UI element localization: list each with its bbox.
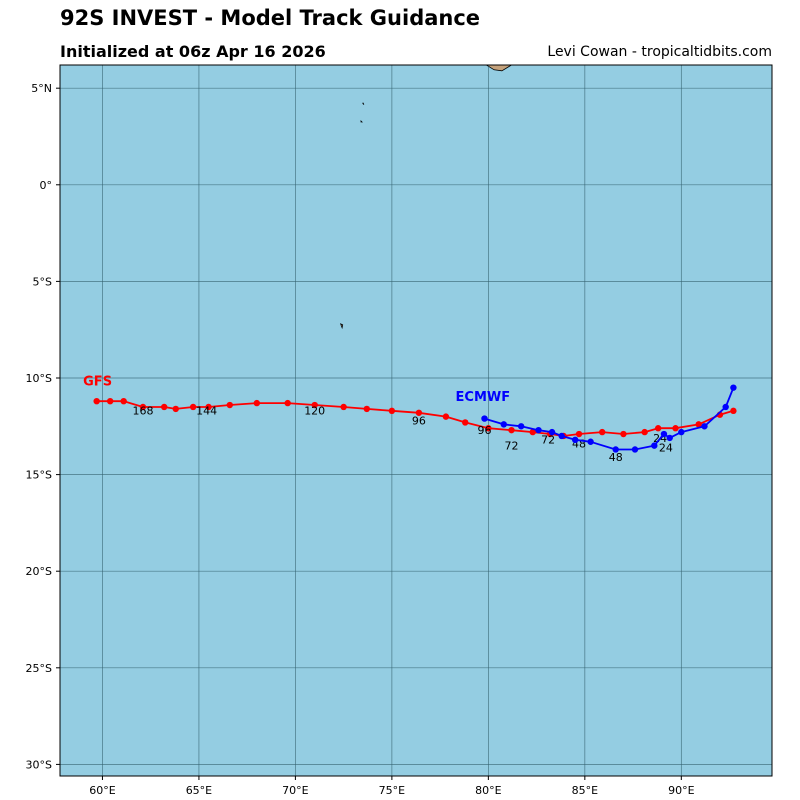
ecmwf-track-point <box>500 421 507 428</box>
ecmwf-track-point <box>571 436 579 444</box>
gfs-track-point <box>672 425 679 432</box>
gfs-track-point <box>575 430 583 438</box>
gfs-track-point <box>388 407 396 415</box>
gfs-track-point <box>340 403 347 411</box>
gfs-hour-label: 96 <box>412 414 426 427</box>
tick-label-lat: 10°S <box>26 372 52 385</box>
ecmwf-hour-label: 96 <box>477 424 491 437</box>
gfs-track-point <box>120 397 127 405</box>
graticule <box>60 65 772 776</box>
ecmwf-track-point <box>535 426 542 434</box>
ocean-background <box>60 65 772 776</box>
gfs-track-point <box>311 401 318 409</box>
gfs-track-point <box>226 401 233 409</box>
axis-ticks: 60°E 65°E 70°E 75°E 80°E 85°E 90°E 5°N 0° 5°S 10°S… <box>26 82 695 797</box>
map-frame <box>59 64 773 777</box>
tick-label-lon: 90°E <box>668 784 694 797</box>
gfs-track-point <box>462 419 469 426</box>
gfs-hour-label: 72 <box>541 434 555 447</box>
gfs-track-point <box>695 421 702 428</box>
ecmwf-track-point <box>651 442 658 449</box>
land-layer <box>340 65 513 330</box>
tick-label-lon: 75°E <box>379 784 405 797</box>
tick-label-lat: 15°S <box>26 469 52 482</box>
gfs-track-point <box>599 428 606 436</box>
land-diego-garcia <box>340 323 344 330</box>
ecmwf-track-point <box>481 415 488 422</box>
land-maldives-islet-2 <box>360 120 363 123</box>
gfs-track-point <box>442 413 450 420</box>
chart-subtitle: Initialized at 06z Apr 16 2026 <box>60 42 326 61</box>
tick-label-lon: 85°E <box>572 784 598 797</box>
chart-title: 92S INVEST - Model Track Guidance <box>60 6 481 30</box>
ecmwf-track-point <box>701 423 708 430</box>
gfs-model-label: GFS <box>83 375 112 390</box>
gfs-track-point <box>485 425 492 432</box>
gfs-track-point <box>620 430 627 438</box>
ecmwf-track-point <box>558 432 565 440</box>
gfs-hour-label: 168 <box>132 405 153 418</box>
tick-label-lon: 60°E <box>89 784 115 797</box>
ecmwf-track-point <box>730 384 737 391</box>
ecmwf-track-point <box>631 446 639 453</box>
gfs-track-point <box>106 397 114 405</box>
land-maldives-islet-1 <box>362 102 365 105</box>
ecmwf-model-label: ECMWF <box>456 390 511 405</box>
gfs-track-point <box>253 399 261 407</box>
gfs-track-point <box>415 409 423 416</box>
gfs-track-point <box>654 425 662 432</box>
gfs-track-point <box>529 428 536 436</box>
land-sri-lanka-tip <box>485 65 513 72</box>
ecmwf-track-point <box>678 428 685 436</box>
gfs-track-point <box>641 428 648 436</box>
gfs-track-point <box>363 405 370 413</box>
gfs-track-point <box>139 403 147 411</box>
ecmwf-hour-label: 24 <box>659 441 673 454</box>
gfs-track-point <box>172 405 179 413</box>
gfs-track-point <box>93 397 100 405</box>
gfs-hour-label: 144 <box>196 405 217 418</box>
ecmwf-track-point <box>587 438 594 445</box>
tick-label-lat: 5°N <box>31 82 52 95</box>
tick-label-lat: 5°S <box>33 275 52 288</box>
ecmwf-track-point <box>612 446 619 453</box>
gfs-track-point <box>160 403 168 411</box>
tick-label-lon: 70°E <box>282 784 308 797</box>
tick-label-lat: 20°S <box>26 565 52 578</box>
tick-label-lat: 0° <box>40 179 53 192</box>
ecmwf-track-point <box>548 428 556 436</box>
tick-label-lon: 65°E <box>186 784 212 797</box>
tick-label-lon: 80°E <box>475 784 501 797</box>
gfs-track-point <box>205 403 212 411</box>
gfs-track-point <box>508 426 515 434</box>
ecmwf-hour-label: 72 <box>505 439 519 452</box>
tick-label-lat: 25°S <box>26 662 52 675</box>
ecmwf-hour-label: 48 <box>609 451 623 464</box>
gfs-track-point <box>730 407 737 415</box>
ecmwf-track-point <box>660 430 668 438</box>
credit-text: Levi Cowan - tropicaltidbits.com <box>547 44 772 60</box>
gfs-hour-label: 120 <box>304 405 325 418</box>
tick-label-lat: 30°S <box>26 758 52 771</box>
gfs-track-point <box>189 403 197 411</box>
ecmwf-track-point <box>666 434 673 442</box>
ecmwf-track-point <box>517 423 525 430</box>
ecmwf-track-point <box>722 403 729 411</box>
gfs-track-point <box>284 399 291 407</box>
